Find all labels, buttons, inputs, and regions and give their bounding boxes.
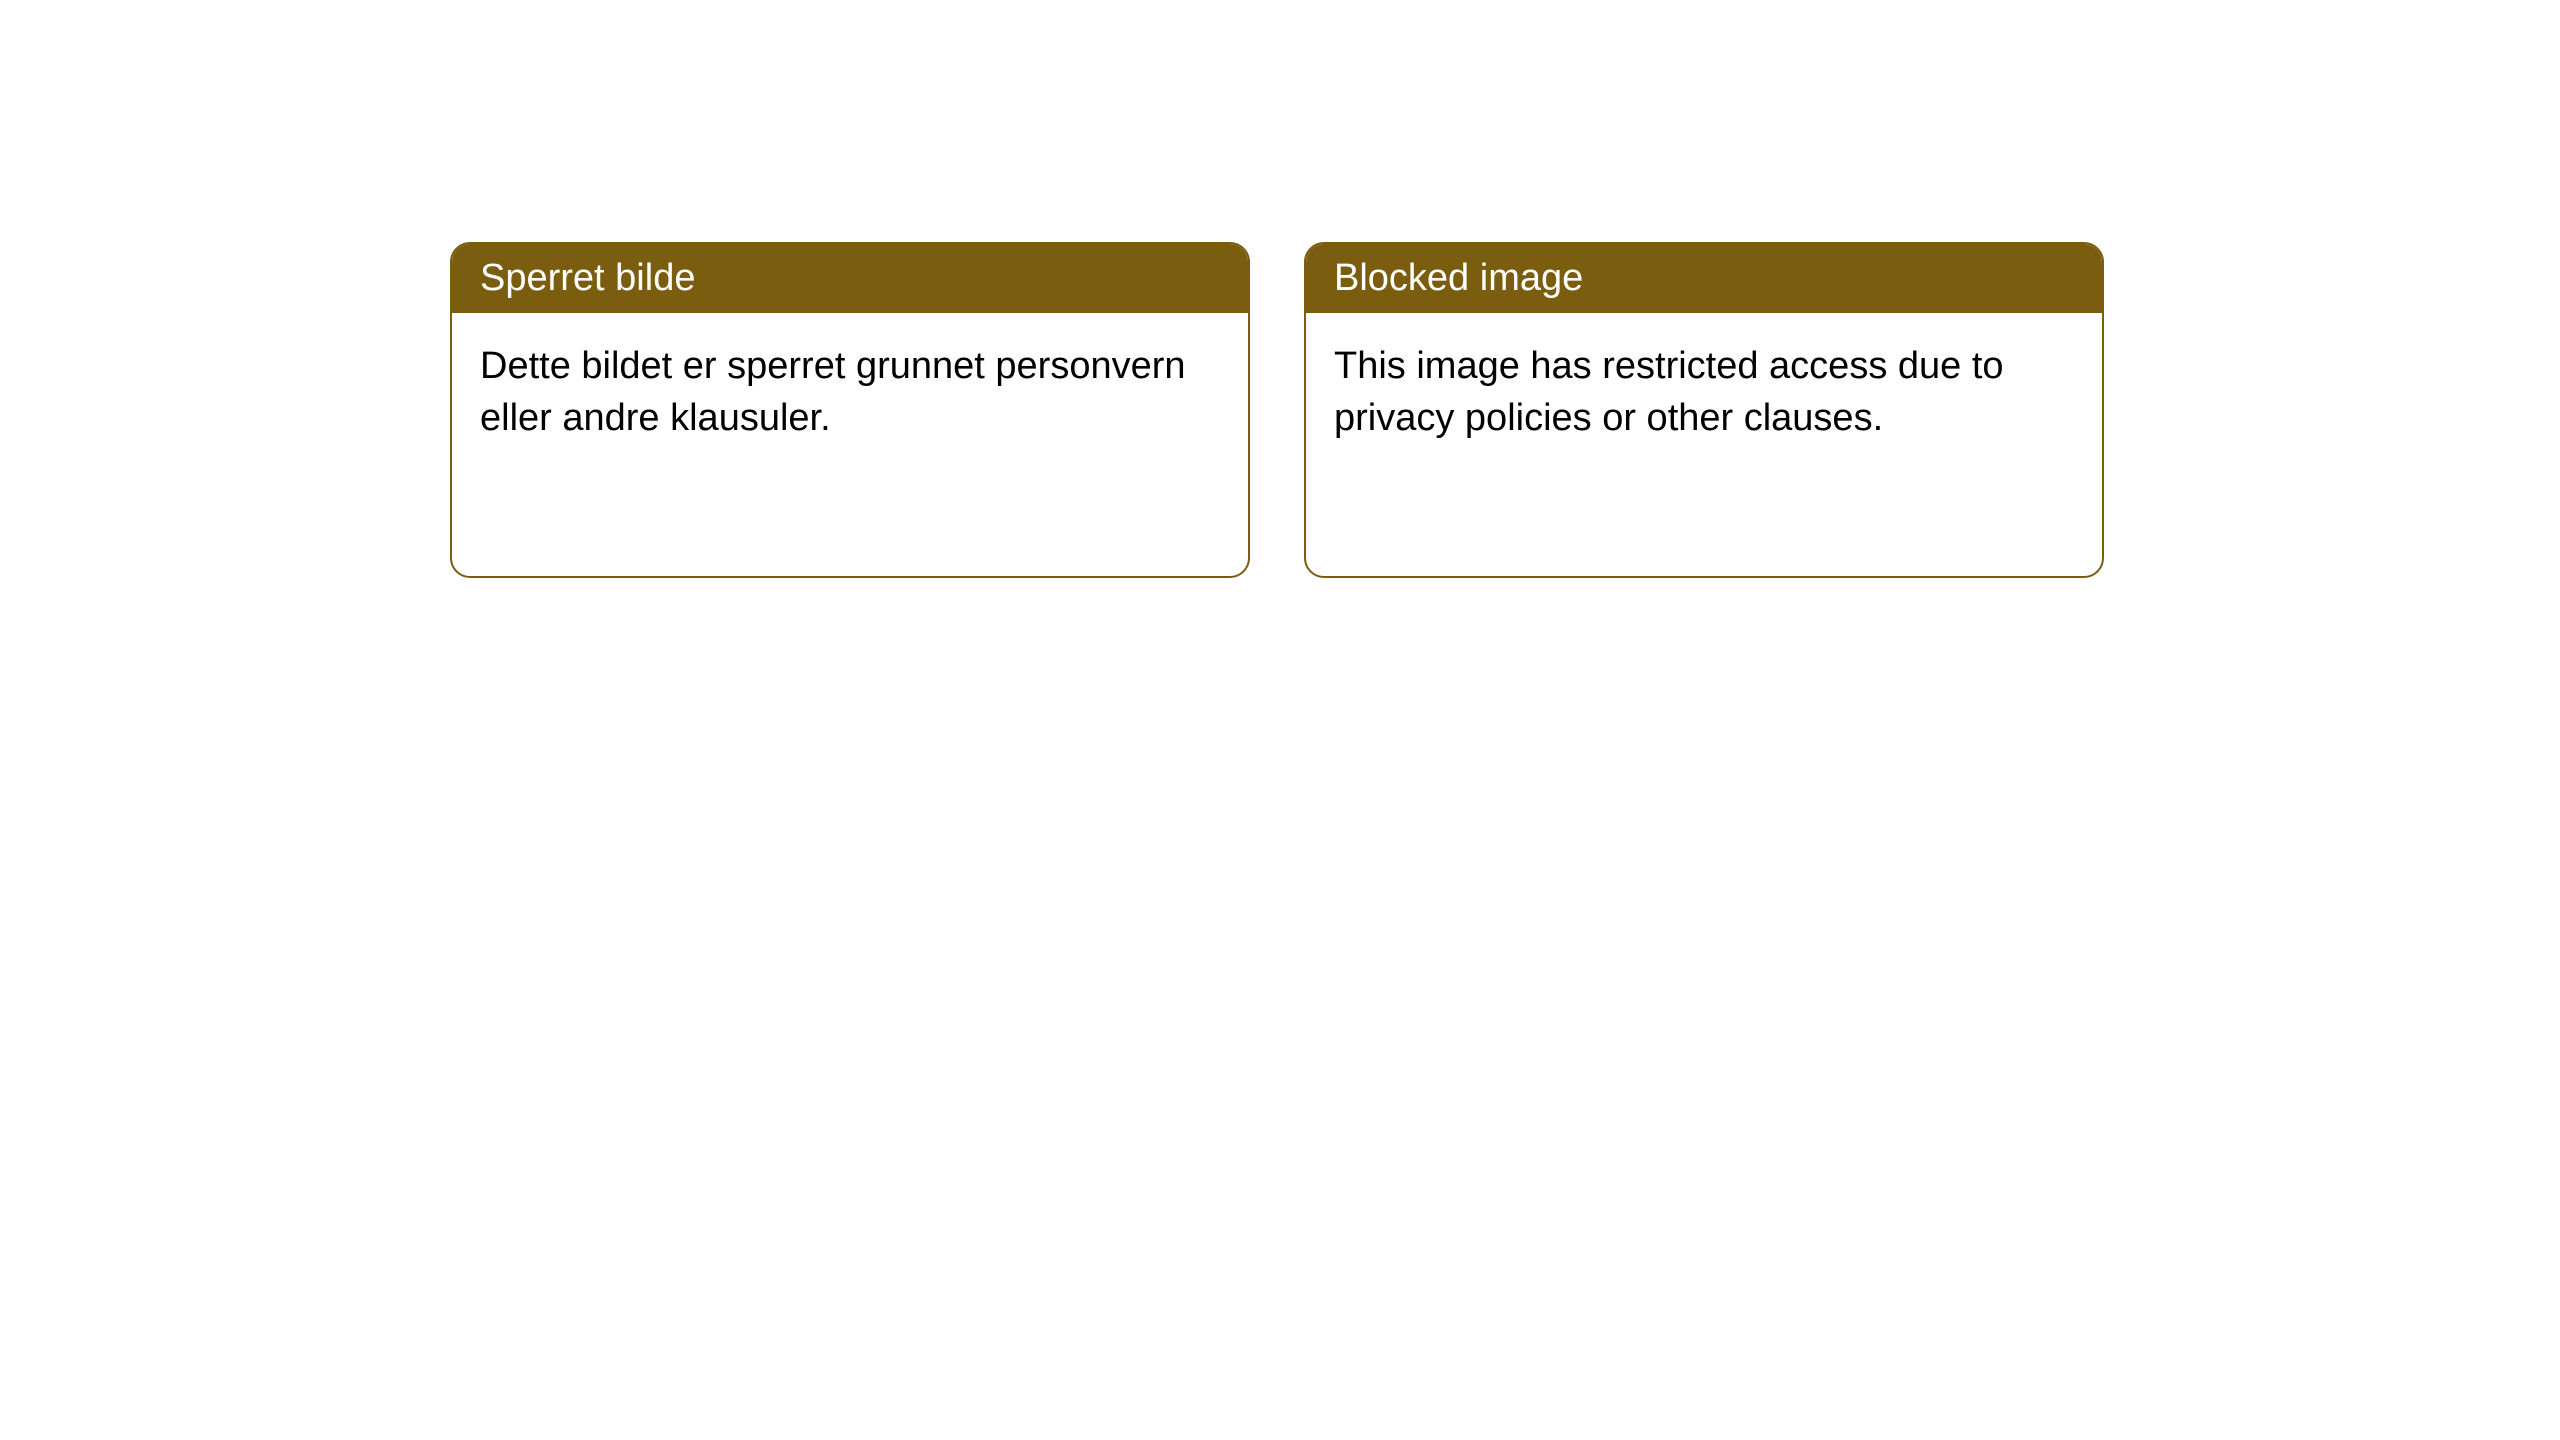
card-body: Dette bildet er sperret grunnet personve… — [452, 313, 1248, 472]
notice-card-norwegian: Sperret bilde Dette bildet er sperret gr… — [450, 242, 1250, 578]
card-body: This image has restricted access due to … — [1306, 313, 2102, 472]
notice-container: Sperret bilde Dette bildet er sperret gr… — [0, 0, 2560, 578]
card-title: Sperret bilde — [480, 257, 695, 299]
card-message: Dette bildet er sperret grunnet personve… — [480, 345, 1186, 438]
card-title: Blocked image — [1334, 257, 1583, 299]
card-header: Sperret bilde — [452, 244, 1248, 313]
notice-card-english: Blocked image This image has restricted … — [1304, 242, 2104, 578]
card-header: Blocked image — [1306, 244, 2102, 313]
card-message: This image has restricted access due to … — [1334, 345, 2004, 438]
